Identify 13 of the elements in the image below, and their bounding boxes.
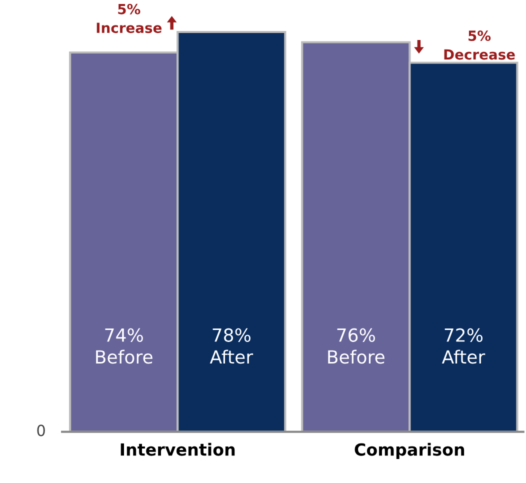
- text: After: [210, 350, 254, 364]
- data-label: 72%: [444, 328, 483, 342]
- annotation: 5% Increase: [96, 4, 162, 34]
- data-label: 78%: [212, 328, 250, 342]
- series-label: Before: [96, 350, 152, 364]
- data-label: 74%: [105, 328, 143, 342]
- series-label: After: [442, 350, 486, 364]
- text: 0: [37, 424, 45, 436]
- x-tick-label: Intervention: [120, 442, 235, 456]
- text: Before: [328, 350, 384, 364]
- x-tick-label: Comparison: [354, 442, 464, 460]
- data-label: 76%: [337, 328, 375, 342]
- annotation: 5% Decrease: [444, 30, 515, 60]
